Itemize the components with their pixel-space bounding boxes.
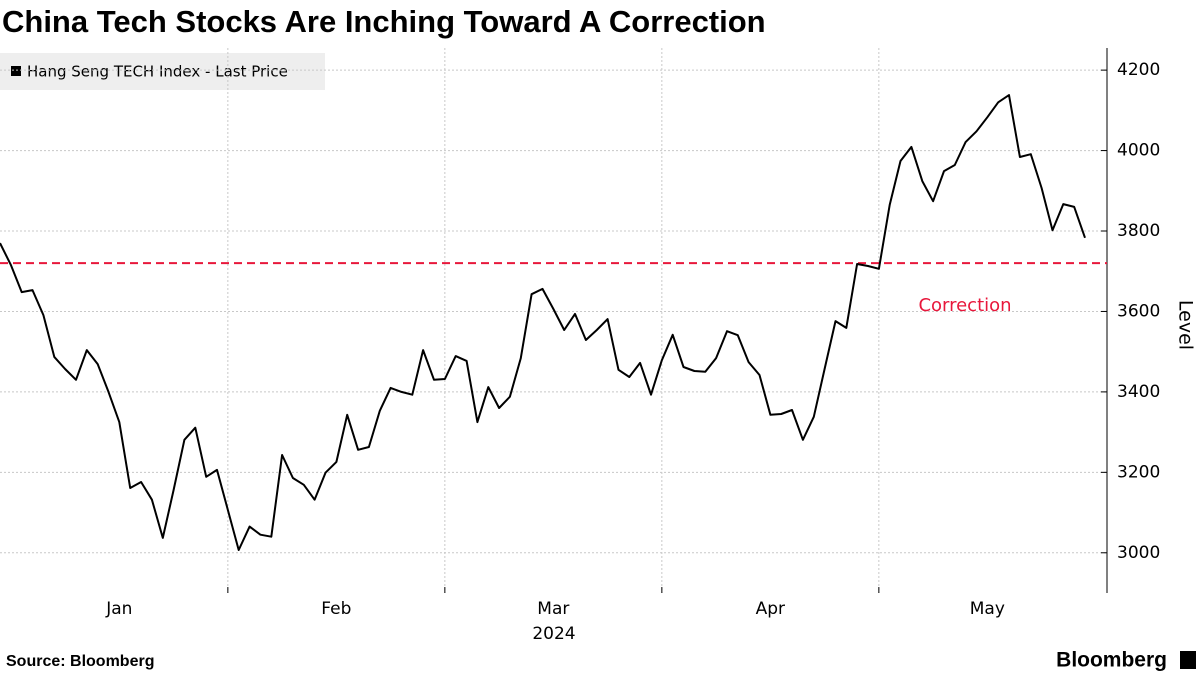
legend-label: Hang Seng TECH Index - Last Price [27,63,288,81]
y-tick-label: 3400 [1117,382,1160,402]
chart-title: China Tech Stocks Are Inching Toward A C… [2,4,766,39]
y-tick-label: 4000 [1117,141,1160,161]
legend-swatch [11,66,21,76]
y-axis-label: Level [1175,300,1197,350]
x-tick-label: Jan [105,599,132,619]
x-tick-label: May [970,599,1005,619]
source: Source: Bloomberg [6,653,154,670]
y-tick-label: 3000 [1117,543,1160,563]
y-tick-label: 3800 [1117,221,1160,241]
x-tick-label: Feb [321,599,351,619]
brand-icon [1180,651,1196,669]
y-tick-label: 3600 [1117,301,1160,321]
reference-label: Correction [918,295,1011,316]
line [0,94,1086,551]
x-axis-label: 2024 [532,624,575,644]
legend-box [0,53,325,90]
x-tick-label: Mar [537,599,569,619]
y-tick-label: 3200 [1117,462,1160,482]
brand: Bloomberg [1056,649,1167,672]
y-tick-label: 4200 [1117,60,1160,80]
x-tick-label: Apr [756,599,785,619]
